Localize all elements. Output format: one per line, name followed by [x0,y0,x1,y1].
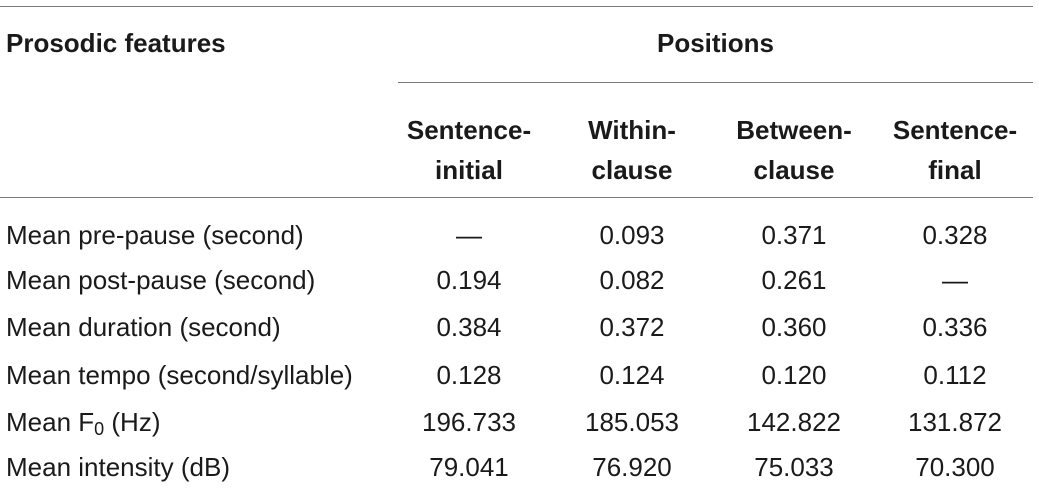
table-cell: 75.033 [754,452,834,482]
table-cell: 196.733 [422,407,516,437]
row-label-prefix: Mean F [6,407,95,437]
column-header-within-clause: Within- clause [566,110,698,190]
table-cell: 142.822 [747,407,841,437]
table-cell: 0.261 [761,265,827,295]
table-cell: 0.360 [761,312,827,342]
table-cell: 0.372 [599,312,665,342]
row-label: Mean post-pause (second) [6,265,316,295]
table-cell: 0.093 [599,220,665,250]
table-cell: 0.336 [922,312,988,342]
column-header-line2: clause [591,155,673,185]
row-label-suffix: (Hz) [104,407,161,437]
table-cell: 0.112 [923,360,987,390]
column-header-line1: Within- [588,115,676,145]
table-cell: 0.371 [761,220,827,250]
column-header-sentence-final: Sentence- final [880,110,1030,190]
column-header-between-clause: Between- clause [723,110,865,190]
table-cell: 70.300 [915,452,995,482]
table-cell: 0.384 [436,312,502,342]
column-header-line2: final [928,155,982,185]
table-cell: 0.128 [436,360,502,390]
header-positions: Positions [656,28,774,58]
table-cell: — [456,220,482,250]
row-label: Mean duration (second) [6,312,281,342]
column-header-line2: clause [753,155,835,185]
table-top-rule [0,6,1033,7]
row-label: Mean intensity (dB) [6,452,230,482]
column-header-sentence-initial: Sentence- initial [398,110,540,190]
column-header-line1: Sentence- [406,115,532,145]
header-prosodic-features: Prosodic features [6,28,226,58]
table-cell: 185.053 [585,407,679,437]
table-cell: 131.872 [908,407,1002,437]
positions-subrule [398,82,1033,83]
table-cell: 0.120 [761,360,827,390]
header-bottom-rule [0,197,1033,198]
table-cell: 0.194 [436,265,502,295]
column-header-line2: initial [435,155,503,185]
row-label-f0: Mean F0 (Hz) [6,407,161,439]
column-header-line1: Sentence- [892,115,1018,145]
table-cell: 0.328 [922,220,988,250]
column-header-line1: Between- [736,115,852,145]
table-cell: 76.920 [592,452,672,482]
table-cell: 0.082 [599,265,665,295]
table-cell: — [942,265,968,295]
row-label: Mean tempo (second/syllable) [6,360,353,390]
row-label: Mean pre-pause (second) [6,220,304,250]
row-label-subscript: 0 [94,419,105,439]
table-cell: 79.041 [429,452,509,482]
table-cell: 0.124 [599,360,665,390]
